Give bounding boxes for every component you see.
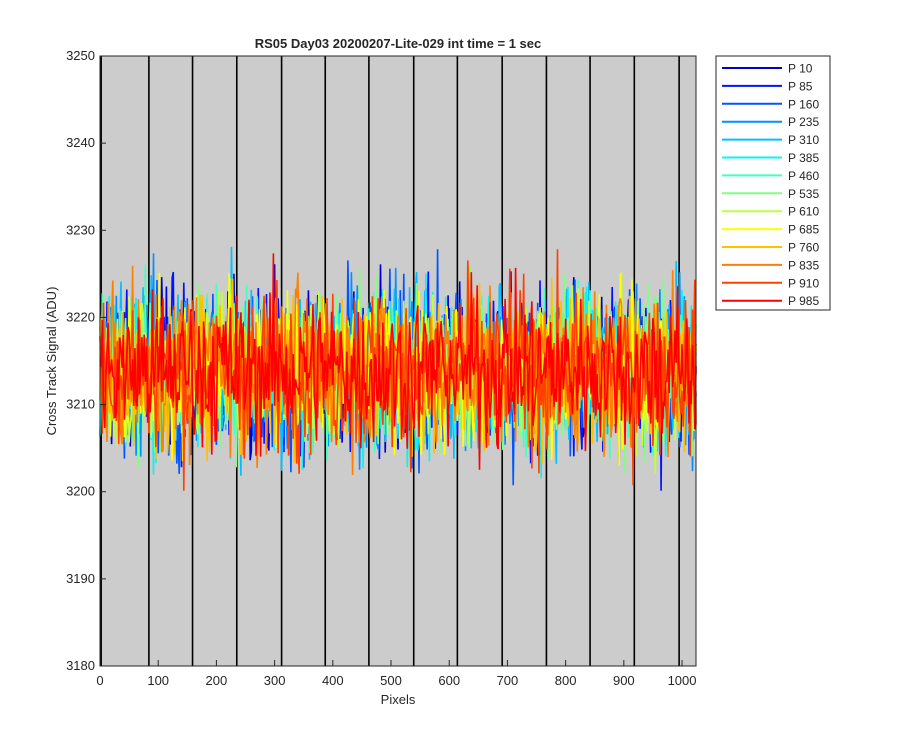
series-line-p985 bbox=[99, 253, 697, 470]
y-tick-label: 3190 bbox=[66, 571, 95, 586]
x-tick-label: 400 bbox=[322, 673, 344, 688]
legend-label: P 310 bbox=[788, 133, 819, 147]
y-tick-label: 3230 bbox=[66, 222, 95, 237]
legend-label: P 460 bbox=[788, 169, 819, 183]
y-tick-label: 3200 bbox=[66, 484, 95, 499]
legend-label: P 610 bbox=[788, 205, 819, 219]
legend-label: P 835 bbox=[788, 258, 819, 272]
x-tick-label: 300 bbox=[264, 673, 286, 688]
legend-label: P 235 bbox=[788, 115, 819, 129]
legend-label: P 910 bbox=[788, 276, 819, 290]
legend: P 10 P 85 P 160 P 235 P 310 P 385 P 460 P 535 P … bbox=[715, 55, 831, 311]
x-tick-label: 0 bbox=[96, 673, 103, 688]
y-tick-label: 3250 bbox=[66, 48, 95, 63]
x-tick-label: 1000 bbox=[668, 673, 697, 688]
y-axis: 3180 3190 3200 3210 3220 3230 3240 3250 bbox=[66, 48, 106, 673]
legend-label: P 985 bbox=[788, 294, 819, 308]
x-tick-label: 800 bbox=[555, 673, 577, 688]
series-lines bbox=[99, 246, 697, 491]
legend-label: P 160 bbox=[788, 97, 819, 111]
plot-frame bbox=[99, 55, 697, 667]
legend-label: P 535 bbox=[788, 187, 819, 201]
legend-label: P 85 bbox=[788, 79, 813, 93]
legend-label: P 760 bbox=[788, 241, 819, 255]
x-axis-label: Pixels bbox=[381, 692, 416, 707]
x-tick-label: 900 bbox=[613, 673, 635, 688]
x-tick-label: 100 bbox=[147, 673, 169, 688]
x-axis: 0 100 200 300 400 500 600 700 800 900 1000 bbox=[96, 660, 696, 688]
legend-box bbox=[715, 55, 831, 311]
chart-title: RS05 Day03 20200207-Lite-029 int time = … bbox=[255, 36, 542, 51]
x-tick-label: 600 bbox=[438, 673, 460, 688]
legend-label: P 385 bbox=[788, 151, 819, 165]
y-tick-label: 3210 bbox=[66, 397, 95, 412]
legend-label: P 685 bbox=[788, 223, 819, 237]
y-axis-label: Cross Track Signal (ADU) bbox=[44, 287, 59, 436]
legend-label: P 10 bbox=[788, 62, 813, 76]
x-tick-label: 700 bbox=[497, 673, 519, 688]
y-tick-label: 3180 bbox=[66, 658, 95, 673]
x-tick-label: 200 bbox=[206, 673, 228, 688]
x-tick-label: 500 bbox=[380, 673, 402, 688]
y-tick-label: 3240 bbox=[66, 135, 95, 150]
y-tick-label: 3220 bbox=[66, 309, 95, 324]
